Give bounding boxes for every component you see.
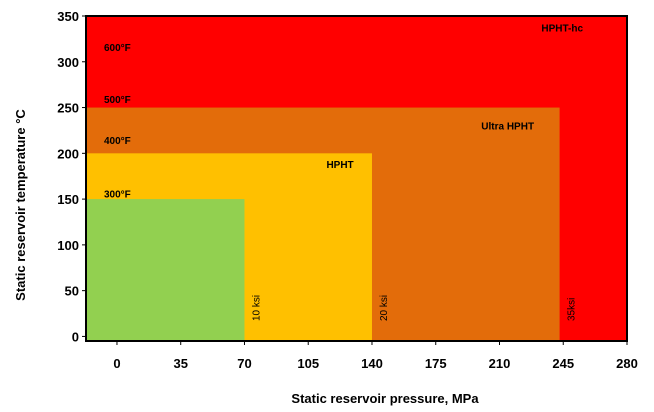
- y-axis-label: Static reservoir temperature °C: [13, 109, 28, 301]
- region-standard: [86, 199, 245, 341]
- temperature-label: 400°F: [104, 136, 131, 147]
- region-label-ultra-hpht: Ultra HPHT: [481, 122, 534, 133]
- y-tick-label: 300: [57, 55, 79, 70]
- temperature-label: 600°F: [104, 43, 131, 54]
- temperature-labels-layer: 600°F 500°F 400°F 300°F: [104, 43, 131, 200]
- x-axis-label: Static reservoir pressure, MPa: [291, 391, 479, 406]
- region-labels-layer: HPHT-hc Ultra HPHT HPHT: [326, 24, 583, 171]
- y-tick-label: 50: [65, 284, 79, 299]
- x-tick-label: 35: [173, 356, 187, 371]
- pressure-labels-layer: 10 ksi 20 ksi 35ksi: [251, 295, 577, 321]
- temperature-label: 300°F: [104, 189, 131, 200]
- region-label-hpht-hc: HPHT-hc: [541, 24, 583, 35]
- pressure-label: 35ksi: [567, 298, 578, 321]
- pressure-label: 20 ksi: [379, 295, 390, 321]
- regions-layer: [86, 16, 627, 342]
- y-axis: 0 50 100 150 200 250 300 350: [57, 9, 86, 344]
- y-tick-label: 100: [57, 238, 79, 253]
- x-tick-label: 140: [361, 356, 383, 371]
- x-tick-label: 0: [113, 356, 120, 371]
- temperature-label: 500°F: [104, 95, 131, 106]
- x-tick-label: 175: [425, 356, 447, 371]
- y-tick-label: 150: [57, 192, 79, 207]
- x-tick-label: 210: [489, 356, 511, 371]
- pressure-label: 10 ksi: [251, 295, 262, 321]
- x-tick-label: 280: [616, 356, 638, 371]
- x-tick-label: 245: [552, 356, 574, 371]
- y-tick-label: 350: [57, 9, 79, 24]
- x-tick-label: 70: [237, 356, 251, 371]
- region-label-hpht: HPHT: [326, 160, 353, 171]
- x-axis: 0 35 70 105 140 175 210 245 280: [113, 341, 638, 371]
- y-tick-label: 0: [72, 329, 79, 344]
- y-tick-label: 200: [57, 146, 79, 161]
- y-tick-label: 250: [57, 101, 79, 116]
- x-tick-label: 105: [297, 356, 319, 371]
- plot-frame: [85, 15, 628, 342]
